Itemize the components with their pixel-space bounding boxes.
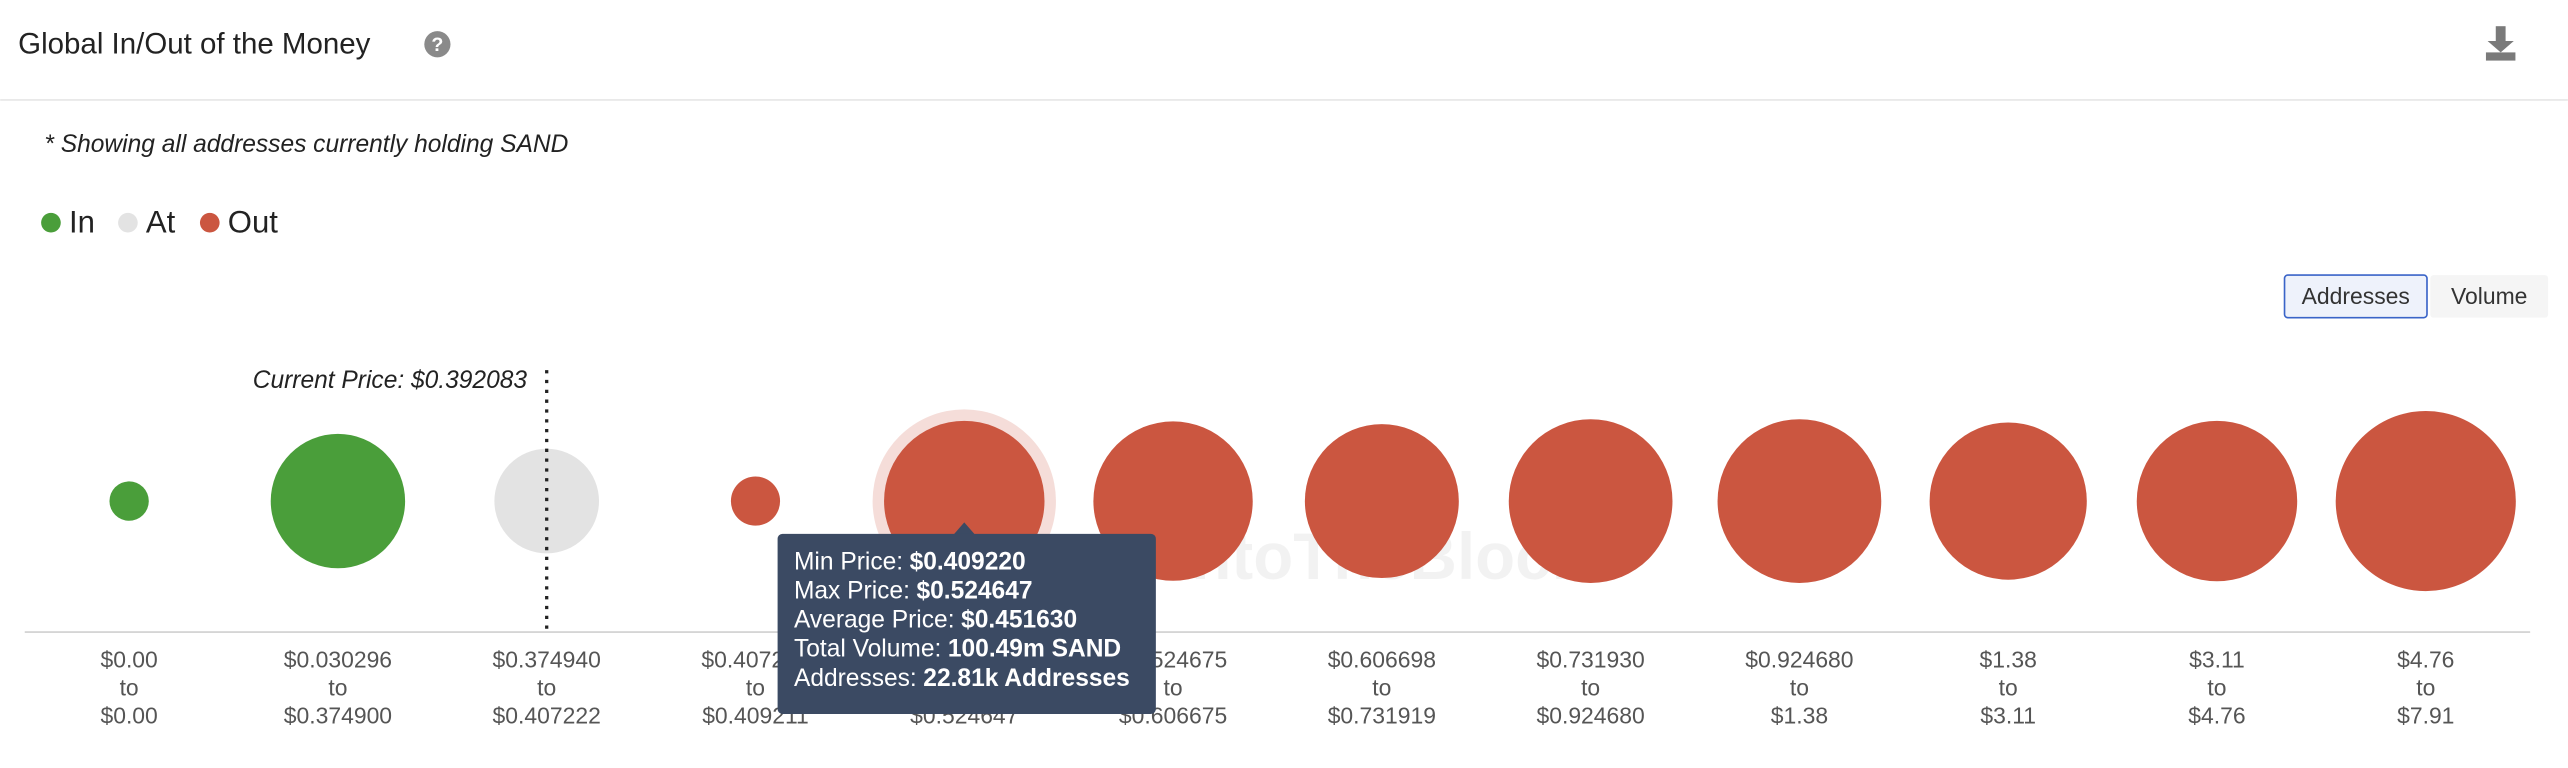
x-tick-label: $1.38 xyxy=(1980,647,2037,673)
x-tick-label-joiner: to xyxy=(1790,674,1809,700)
x-tick-label: $0.924680 xyxy=(1745,647,1853,673)
x-tick-label: $0.407222 xyxy=(493,702,601,728)
x-tick-label: $0.374900 xyxy=(284,702,392,728)
bubble[interactable] xyxy=(1717,419,1882,583)
legend-marker xyxy=(41,212,61,233)
x-tick-label-joiner: to xyxy=(1372,674,1391,700)
bubble[interactable] xyxy=(2335,411,2516,592)
toggle-button-label: Volume xyxy=(2451,283,2527,309)
x-tick-label: $0.924680 xyxy=(1536,702,1644,728)
toggle-button[interactable]: Volume xyxy=(2430,275,2549,318)
help-icon[interactable]: ? xyxy=(424,31,451,58)
tooltip-row-value: 100.49m SAND xyxy=(948,636,1121,663)
tooltip-row: Min Price: $0.409220 xyxy=(794,549,1026,576)
tooltip-row-label: Addresses: xyxy=(794,665,917,692)
tooltip-row: Average Price: $0.451630 xyxy=(794,607,1077,634)
current-price-label: Current Price: $0.392083 xyxy=(253,367,528,394)
legend-item[interactable]: Out xyxy=(199,205,278,240)
x-tick-label: $3.11 xyxy=(1980,702,2036,728)
x-tick-label-joiner: to xyxy=(537,674,556,700)
tooltip-row: Max Price: $0.524647 xyxy=(794,578,1033,605)
legend-marker xyxy=(199,212,220,233)
tooltip-row-label: Max Price: xyxy=(794,578,910,605)
bubble[interactable] xyxy=(1304,424,1459,579)
x-tick-label-joiner: to xyxy=(2207,674,2226,700)
x-tick-label-joiner: to xyxy=(1164,674,1183,700)
bubble[interactable] xyxy=(1929,422,2087,580)
legend-item[interactable]: In xyxy=(41,205,95,240)
page-title: Global In/Out of the Money xyxy=(18,28,370,61)
x-tick-label: $0.030296 xyxy=(284,647,392,673)
tooltip-row-value: 22.81k Addresses xyxy=(923,665,1130,692)
x-tick-label-joiner: to xyxy=(746,674,765,700)
x-tick-label-joiner: to xyxy=(120,674,139,700)
toggle-button-bg xyxy=(2430,275,2549,318)
tooltip-row-label: Average Price: xyxy=(794,607,955,634)
x-tick-label: $0.731930 xyxy=(1536,647,1644,673)
bubble[interactable] xyxy=(270,433,406,569)
legend-label: In xyxy=(69,205,95,240)
x-tick-label: $4.76 xyxy=(2397,647,2454,673)
tooltip-row: Addresses: 22.81k Addresses xyxy=(794,665,1130,692)
x-tick-label: $0.374940 xyxy=(493,647,601,673)
tooltip-row-value: $0.451630 xyxy=(961,607,1077,634)
x-tick-label: $4.76 xyxy=(2188,702,2245,728)
bubble[interactable] xyxy=(2136,420,2298,582)
tooltip-row-value: $0.524647 xyxy=(916,578,1032,605)
toggle-button-bg xyxy=(2283,274,2428,319)
x-tick-label-joiner: to xyxy=(328,674,347,700)
legend-marker xyxy=(118,212,138,233)
x-tick-label: $7.91 xyxy=(2397,702,2454,728)
bubble[interactable] xyxy=(109,481,149,521)
note: * Showing all addresses currently holdin… xyxy=(44,131,568,158)
bubble[interactable] xyxy=(1508,419,1673,583)
bubble[interactable] xyxy=(730,476,781,526)
x-tick-label-joiner: to xyxy=(2416,674,2435,700)
toggle-button[interactable]: Addresses xyxy=(2283,274,2428,319)
tooltip-row: Total Volume: 100.49m SAND xyxy=(794,636,1121,663)
x-tick-label: $0.00 xyxy=(100,702,157,728)
x-tick-label: $0.00 xyxy=(100,647,157,673)
tooltip-row-label: Total Volume: xyxy=(794,636,941,663)
x-tick-label: $0.731919 xyxy=(1328,702,1436,728)
download-icon[interactable] xyxy=(2485,26,2516,61)
tooltip-box xyxy=(777,533,1156,714)
x-tick-label: $0.606698 xyxy=(1328,647,1436,673)
legend-label: At xyxy=(146,205,176,240)
legend-label: Out xyxy=(228,205,278,240)
tooltip-row-label: Min Price: xyxy=(794,549,903,576)
svg-text:?: ? xyxy=(431,34,443,56)
x-tick-label: $1.38 xyxy=(1771,702,1828,728)
legend-item[interactable]: At xyxy=(118,205,176,240)
toggle-button-label: Addresses xyxy=(2302,283,2410,309)
tooltip-row-value: $0.409220 xyxy=(910,549,1026,576)
x-tick-label-joiner: to xyxy=(1999,674,2018,700)
tooltip-arrow xyxy=(952,522,976,536)
x-tick-label: $3.11 xyxy=(2189,647,2245,673)
x-tick-label-joiner: to xyxy=(1581,674,1600,700)
